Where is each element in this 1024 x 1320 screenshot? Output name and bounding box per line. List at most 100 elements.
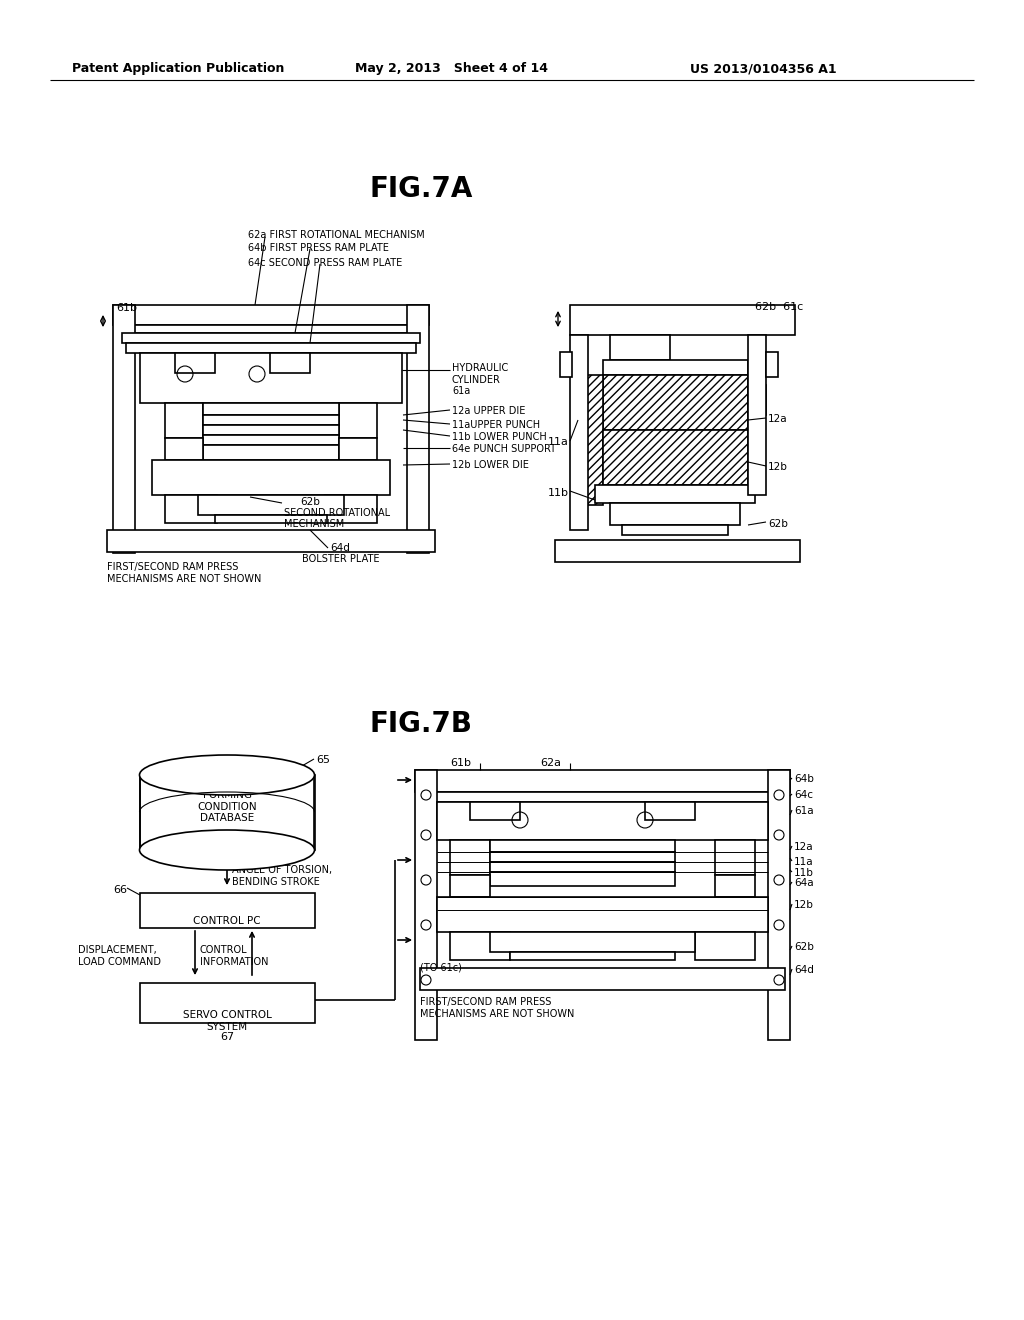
Bar: [203, 403, 339, 414]
Text: 64d: 64d: [330, 543, 350, 553]
Bar: [113, 305, 135, 553]
Bar: [126, 343, 416, 352]
Bar: [325, 495, 377, 523]
Bar: [450, 875, 490, 898]
Text: 64d: 64d: [794, 965, 814, 975]
Text: US 2013/0104356 A1: US 2013/0104356 A1: [690, 62, 837, 75]
Text: MECHANISM: MECHANISM: [284, 519, 344, 529]
Bar: [175, 352, 215, 374]
Text: ANGLE OF TORSION,
BENDING STROKE: ANGLE OF TORSION, BENDING STROKE: [232, 865, 332, 887]
Bar: [610, 335, 670, 360]
Text: 67: 67: [220, 1032, 234, 1041]
Bar: [407, 305, 429, 553]
Text: 11aUPPER PUNCH: 11aUPPER PUNCH: [452, 420, 540, 430]
Bar: [165, 403, 203, 438]
Bar: [560, 352, 572, 378]
Text: 12a: 12a: [794, 842, 814, 851]
Bar: [140, 775, 315, 850]
Bar: [203, 445, 339, 459]
Bar: [270, 352, 310, 374]
Bar: [165, 438, 203, 459]
Bar: [106, 531, 435, 552]
Text: FIRST/SECOND RAM PRESS
MECHANISMS ARE NOT SHOWN: FIRST/SECOND RAM PRESS MECHANISMS ARE NO…: [106, 562, 261, 583]
Bar: [140, 352, 402, 403]
Bar: [140, 894, 315, 928]
Text: DISPLACEMENT,
LOAD COMMAND: DISPLACEMENT, LOAD COMMAND: [78, 945, 161, 966]
Bar: [122, 325, 420, 333]
Text: 12b: 12b: [768, 462, 787, 473]
Bar: [437, 803, 768, 840]
Bar: [140, 983, 315, 1023]
Text: SERVO CONTROL
SYSTEM: SERVO CONTROL SYSTEM: [182, 1010, 271, 1032]
Text: 64b: 64b: [794, 774, 814, 784]
Bar: [555, 540, 800, 562]
Ellipse shape: [139, 830, 314, 870]
Text: CONTROL
INFORMATION: CONTROL INFORMATION: [200, 945, 268, 966]
Bar: [203, 436, 339, 445]
Text: FIG.7A: FIG.7A: [370, 176, 473, 203]
Text: 61b: 61b: [116, 304, 137, 313]
Bar: [113, 305, 429, 325]
Bar: [610, 503, 740, 525]
Text: HYDRAULIC
CYLINDER
61a: HYDRAULIC CYLINDER 61a: [452, 363, 508, 396]
Text: 62b  61c: 62b 61c: [755, 302, 803, 312]
Text: 12b LOWER DIE: 12b LOWER DIE: [452, 459, 528, 470]
Bar: [603, 360, 748, 375]
Bar: [715, 875, 755, 898]
Bar: [490, 873, 675, 886]
Text: 62a: 62a: [540, 758, 561, 768]
Bar: [695, 932, 755, 960]
Bar: [203, 414, 339, 425]
Bar: [490, 862, 675, 873]
Bar: [768, 770, 790, 1040]
Bar: [490, 851, 675, 862]
Bar: [215, 515, 327, 523]
Bar: [203, 425, 339, 436]
Bar: [450, 932, 510, 960]
Text: 12a: 12a: [768, 414, 787, 424]
Bar: [420, 968, 785, 990]
Bar: [748, 335, 766, 495]
Bar: [198, 495, 344, 515]
Bar: [415, 770, 790, 792]
Bar: [748, 385, 766, 414]
Text: 61b: 61b: [450, 758, 471, 768]
Text: 64c: 64c: [794, 789, 813, 800]
Text: 62a FIRST ROTATIONAL MECHANISM: 62a FIRST ROTATIONAL MECHANISM: [248, 230, 425, 240]
Bar: [450, 840, 490, 875]
Bar: [645, 803, 695, 820]
Text: 64e PUNCH SUPPORT: 64e PUNCH SUPPORT: [452, 444, 556, 454]
Text: 11a: 11a: [548, 437, 569, 447]
Text: (TO 61c): (TO 61c): [420, 962, 462, 972]
Text: 61a: 61a: [794, 807, 814, 816]
Bar: [603, 430, 748, 484]
Text: FIG.7B: FIG.7B: [370, 710, 473, 738]
Bar: [339, 403, 377, 438]
Bar: [437, 898, 768, 932]
Bar: [420, 792, 785, 803]
Bar: [165, 495, 217, 523]
Text: 62b: 62b: [794, 942, 814, 952]
Bar: [766, 352, 778, 378]
Bar: [470, 803, 520, 820]
Text: SECOND ROTATIONAL: SECOND ROTATIONAL: [284, 508, 390, 517]
Text: FORMING
CONDITION
DATABASE: FORMING CONDITION DATABASE: [198, 789, 257, 824]
Text: 11a: 11a: [794, 857, 814, 867]
Text: Patent Application Publication: Patent Application Publication: [72, 62, 285, 75]
Text: 64b FIRST PRESS RAM PLATE: 64b FIRST PRESS RAM PLATE: [248, 243, 389, 253]
Text: 11b LOWER PUNCH: 11b LOWER PUNCH: [452, 432, 547, 442]
Bar: [603, 375, 748, 430]
Text: 62b: 62b: [300, 498, 319, 507]
Bar: [595, 484, 755, 503]
Bar: [578, 375, 603, 506]
Text: 62b: 62b: [768, 519, 787, 529]
Bar: [510, 952, 675, 960]
Bar: [415, 770, 437, 1040]
Bar: [490, 932, 695, 952]
Text: FIRST/SECOND RAM PRESS
MECHANISMS ARE NOT SHOWN: FIRST/SECOND RAM PRESS MECHANISMS ARE NO…: [420, 997, 574, 1019]
Text: 12b: 12b: [794, 900, 814, 909]
Bar: [122, 333, 420, 343]
Text: 12a UPPER DIE: 12a UPPER DIE: [452, 407, 525, 416]
Bar: [715, 840, 755, 875]
Bar: [490, 840, 675, 851]
